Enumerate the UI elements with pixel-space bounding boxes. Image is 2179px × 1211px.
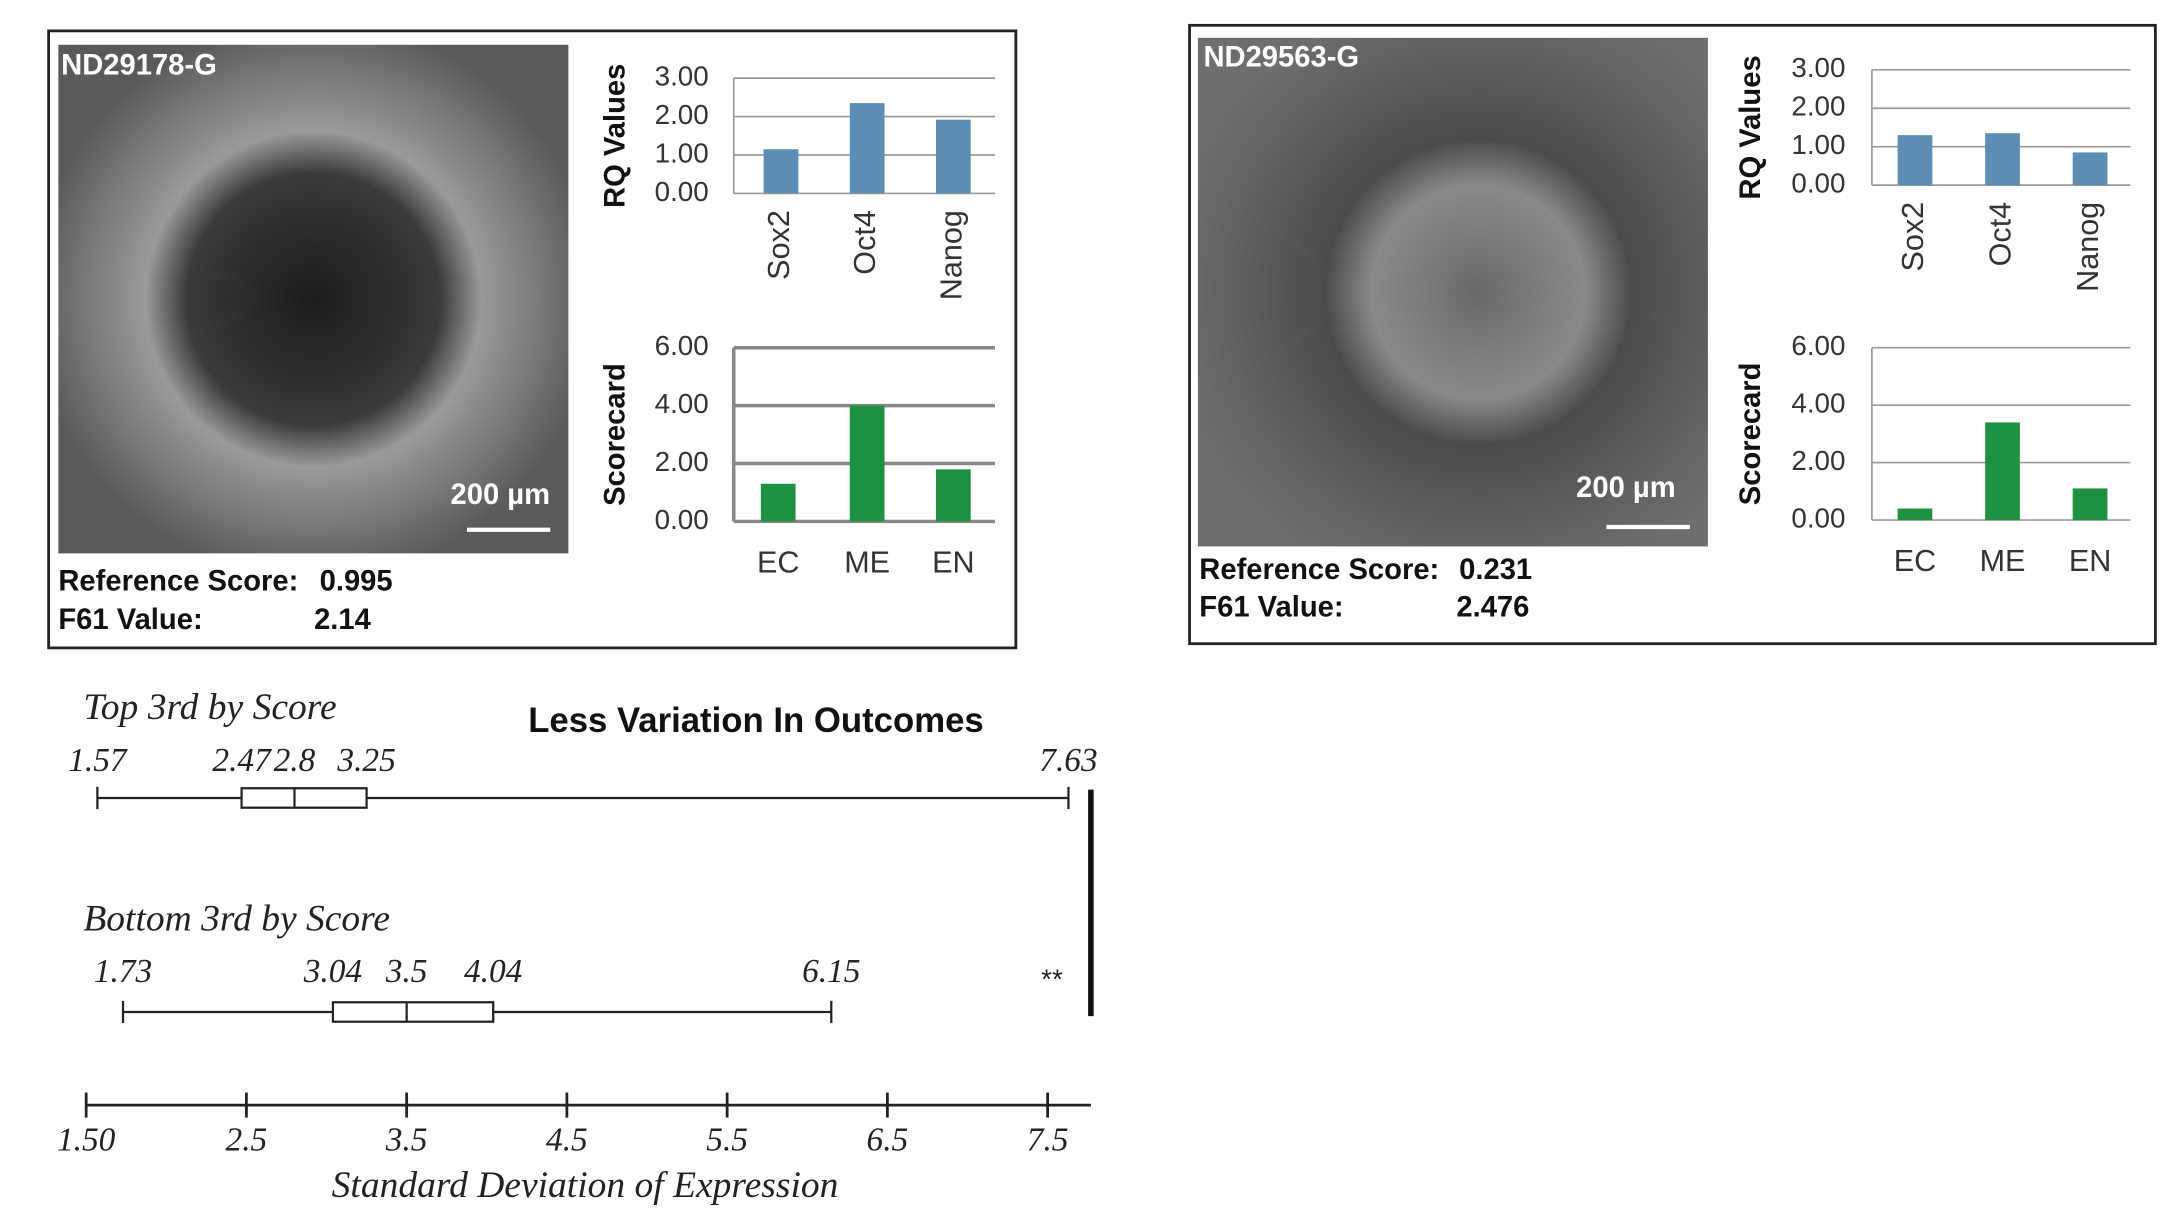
box — [240, 787, 368, 809]
y-tick-label: 2.00 — [1791, 91, 1845, 122]
y-tick-label: 4.00 — [655, 388, 709, 419]
f61-label: F61 Value: — [58, 604, 202, 636]
bar — [935, 119, 971, 194]
y-tick-label: 1.00 — [1791, 129, 1845, 160]
x-tick-label: Nanog — [934, 210, 968, 300]
y-axis-label: RQ Values — [1735, 55, 1767, 199]
y-axis-label: Scorecard — [1735, 363, 1767, 506]
x-tick-label: 4.5 — [546, 1121, 588, 1158]
y-tick-label: 6.00 — [1791, 330, 1845, 361]
series-name: Top 3rd by Score — [83, 687, 336, 728]
y-tick-label: 0.00 — [655, 504, 709, 535]
micrograph — [1197, 37, 1708, 547]
x-tick-label: Oct4 — [1984, 202, 2018, 267]
y-tick-label: 3.00 — [655, 60, 709, 91]
reference-score: 0.995 — [320, 565, 393, 597]
bar — [1985, 422, 2020, 521]
x-tick-label: Sox2 — [762, 210, 796, 280]
x-axis-label: Standard Deviation of Expression — [332, 1165, 839, 1206]
value-label: 1.73 — [94, 953, 152, 990]
chart-title: Less Variation In Outcomes — [528, 702, 984, 740]
f61-label: F61 Value: — [1199, 592, 1343, 624]
bar — [935, 469, 971, 522]
value-label: 3.5 — [385, 953, 428, 990]
x-tick-label: 1.50 — [57, 1121, 116, 1158]
series-name: Bottom 3rd by Score — [83, 898, 390, 939]
sample-label: ND29563-G — [1203, 41, 1359, 73]
x-tick-label: EC — [1894, 544, 1936, 578]
bar — [1897, 135, 1933, 186]
reference-score-label: Reference Score: — [58, 565, 298, 597]
bar — [2072, 488, 2108, 521]
value-label: 3.25 — [336, 742, 395, 779]
x-tick-label: 7.5 — [1027, 1121, 1069, 1158]
y-tick-label: 0.00 — [1791, 502, 1845, 533]
x-tick-label: 2.5 — [226, 1121, 268, 1158]
value-label: 3.04 — [303, 953, 362, 990]
y-tick-label: 2.00 — [655, 99, 709, 130]
x-tick-label: 5.5 — [706, 1121, 748, 1158]
scale-bar-label: 200 µm — [1576, 472, 1676, 504]
value-label: 6.15 — [802, 953, 860, 990]
x-tick-label: Sox2 — [1896, 202, 1930, 272]
x-tick-label: 3.5 — [385, 1121, 428, 1158]
bar — [760, 483, 796, 522]
x-tick-label: EN — [2069, 544, 2111, 578]
y-tick-label: 1.00 — [655, 137, 709, 168]
x-tick-label: EN — [932, 546, 974, 580]
reference-score: 0.231 — [1459, 554, 1532, 586]
x-tick-label: Nanog — [2071, 202, 2105, 292]
x-tick-label: 6.5 — [867, 1121, 909, 1158]
y-axis-label: RQ Values — [600, 64, 632, 208]
value-label: 2.47 — [212, 742, 272, 779]
x-tick-label: EC — [757, 546, 799, 580]
y-tick-label: 2.00 — [655, 446, 709, 477]
bar — [849, 103, 885, 194]
bar — [1985, 133, 2020, 186]
y-tick-label: 6.00 — [655, 330, 709, 361]
y-axis-label: Scorecard — [600, 363, 632, 506]
bar — [2072, 152, 2108, 186]
reference-score-label: Reference Score: — [1199, 554, 1439, 586]
annotation: ** — [1041, 964, 1063, 995]
value-label: 2.8 — [274, 742, 316, 779]
f61-value: 2.476 — [1456, 592, 1529, 624]
f61-value: 2.14 — [314, 604, 372, 636]
bar — [849, 405, 885, 522]
value-label: 7.63 — [1039, 742, 1097, 779]
sample-label: ND29178-G — [61, 50, 217, 82]
x-tick-label: ME — [844, 546, 890, 580]
micrograph — [58, 44, 569, 554]
scale-bar-label: 200 µm — [451, 479, 551, 511]
x-tick-label: Oct4 — [848, 210, 882, 275]
y-tick-label: 0.00 — [655, 176, 709, 207]
y-tick-label: 4.00 — [1791, 387, 1845, 418]
bar — [1897, 508, 1933, 521]
y-tick-label: 3.00 — [1791, 52, 1845, 83]
y-tick-label: 0.00 — [1791, 167, 1845, 198]
bar — [763, 149, 799, 194]
panel-frame — [1188, 23, 2157, 646]
value-label: 4.04 — [464, 953, 522, 990]
panel-frame — [47, 29, 1018, 650]
y-tick-label: 2.00 — [1791, 445, 1845, 476]
value-label: 1.57 — [68, 742, 128, 779]
x-tick-label: ME — [1980, 544, 2026, 578]
box — [331, 1001, 495, 1023]
